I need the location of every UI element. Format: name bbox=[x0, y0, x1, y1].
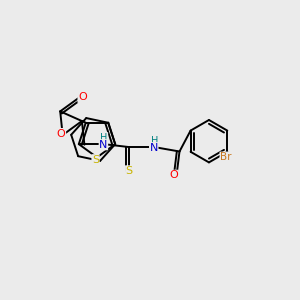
Text: H: H bbox=[151, 136, 158, 146]
Text: S: S bbox=[126, 166, 133, 176]
Text: O: O bbox=[57, 128, 66, 139]
Text: N: N bbox=[99, 140, 108, 150]
Text: S: S bbox=[92, 155, 99, 165]
Text: O: O bbox=[78, 92, 87, 102]
Text: H: H bbox=[100, 133, 108, 143]
Text: O: O bbox=[169, 170, 178, 180]
Text: N: N bbox=[149, 143, 158, 153]
Text: Br: Br bbox=[220, 152, 232, 162]
